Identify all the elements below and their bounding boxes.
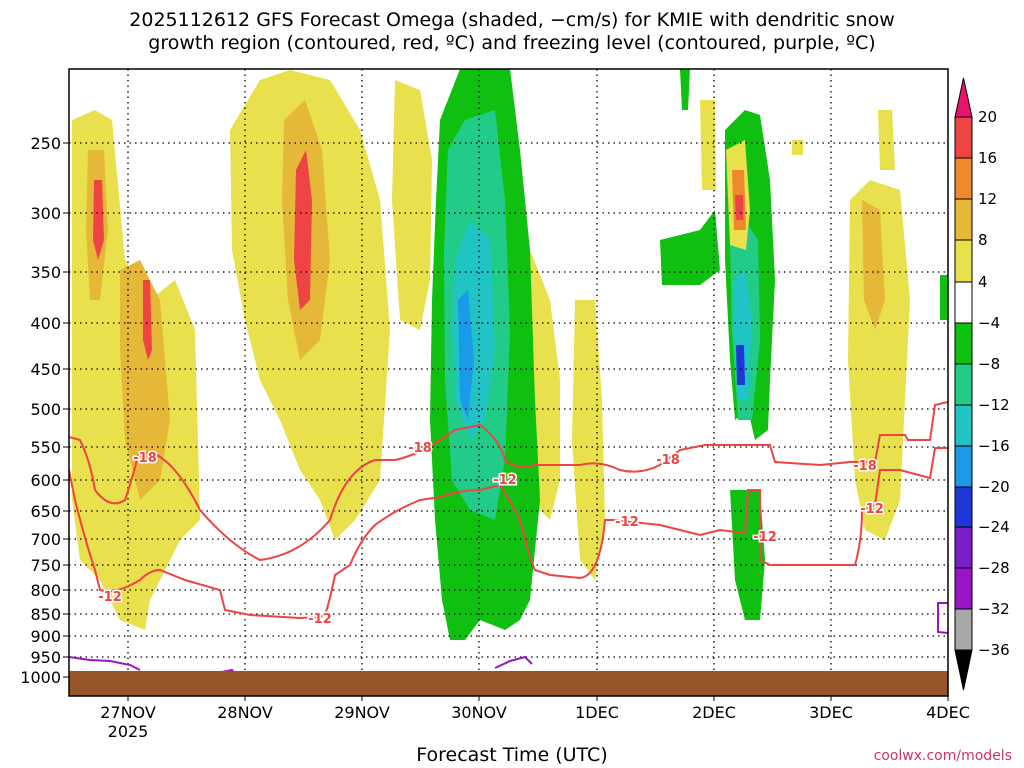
x-tick-label: 1DEC [575, 703, 619, 722]
x-tick-label: 3DEC [809, 703, 853, 722]
colorbar-tick-label: 4 [978, 273, 988, 291]
omega-shaded-region [458, 290, 474, 420]
grid-lines [69, 69, 948, 696]
x-tick-label: 30NOV [451, 703, 507, 722]
x-tick-year-label: 2025 [108, 722, 149, 741]
colorbar-tick-label: −24 [978, 518, 1010, 536]
contour-label: -12 [860, 502, 884, 517]
contour-label: -18 [853, 459, 877, 474]
x-axis-title: Forecast Time (UTC) [416, 744, 608, 766]
colorbar-swatch [954, 322, 973, 365]
colorbar-swatch [954, 486, 973, 528]
chart-title-line-1: 2025112612 GFS Forecast Omega (shaded, −… [129, 9, 895, 31]
omega-shaded-region [294, 150, 312, 310]
omega-shading [72, 69, 948, 640]
omega-shaded-region [680, 69, 690, 110]
contour-label: -18 [408, 441, 432, 456]
colorbar-swatch [954, 116, 973, 159]
colorbar: 20 16 12 8 4 −4 −8 −12 −16 −20 −24 −28 −32 −36 [954, 77, 1010, 691]
colorbar-tick-label: −36 [978, 641, 1010, 659]
x-tick-label: 29NOV [334, 703, 390, 722]
colorbar-swatch [954, 445, 973, 488]
colorbar-swatch [954, 404, 973, 447]
colorbar-swatch [954, 198, 973, 241]
omega-shaded-region [700, 100, 716, 190]
colorbar-tick-label: −28 [978, 559, 1010, 577]
y-tick-label: 800 [30, 581, 61, 600]
colorbar-tick-label: 16 [978, 149, 997, 167]
omega-shaded-region [878, 110, 895, 170]
contour-label: -18 [133, 451, 157, 466]
contour-label: -12 [615, 515, 639, 530]
dgz-contour-lower [69, 447, 948, 620]
contour-label: -12 [98, 590, 122, 605]
y-tick-label: 450 [30, 360, 61, 379]
colorbar-swatch [954, 281, 973, 324]
y-tick-label: 950 [30, 648, 61, 667]
colorbar-swatch [954, 239, 973, 283]
omega-shaded-region [735, 195, 743, 220]
y-tick-label: 650 [30, 502, 61, 521]
omega-shaded-region [120, 260, 170, 500]
y-tick-label: 600 [30, 471, 61, 490]
x-tick-label: 4DEC [926, 703, 970, 722]
omega-shaded-region [736, 345, 745, 385]
credit-link[interactable]: coolwx.com/models [873, 748, 1012, 764]
colorbar-tick-label: 20 [978, 108, 997, 126]
contour-label: -18 [656, 453, 680, 468]
y-tick-label: 400 [30, 314, 61, 333]
colorbar-tick-label: −4 [978, 314, 1000, 332]
contour-label: -12 [308, 612, 332, 627]
x-tick-label: 2DEC [692, 703, 736, 722]
y-tick-label: 300 [30, 204, 61, 223]
omega-shaded-region [862, 200, 885, 330]
freezing-level-contour [494, 655, 533, 669]
colorbar-tick-label: −16 [978, 437, 1010, 455]
colorbar-tick-label: 12 [978, 190, 997, 208]
omega-shaded-region [792, 140, 803, 155]
y-tick-label: 850 [30, 605, 61, 624]
colorbar-tick-label: 8 [978, 231, 988, 249]
contour-label: -12 [753, 530, 777, 545]
ground-fill [69, 671, 948, 696]
y-tick-label: 900 [30, 627, 61, 646]
colorbar-tick-label: −32 [978, 600, 1010, 618]
y-tick-label: 550 [30, 438, 61, 457]
omega-shaded-region [940, 275, 948, 320]
dgz-contour-upper [69, 401, 948, 562]
y-tick-label: 700 [30, 530, 61, 549]
freezing-level-contour [937, 602, 948, 634]
contour-label: -12 [493, 473, 517, 488]
colorbar-bottom-arrow [954, 649, 973, 691]
colorbar-swatch [954, 567, 973, 610]
plot-frame [68, 68, 949, 697]
omega-shaded-region [93, 180, 104, 260]
omega-shaded-region [392, 80, 432, 330]
colorbar-tick-label: −12 [978, 396, 1010, 414]
y-axis: 250 300 350 400 450 500 550 600 650 700 750 800 850 9… [20, 134, 69, 687]
x-axis: 27NOV 28NOV 29NOV 30NOV 1DEC 2DEC 3DEC 4DEC 2025 [100, 696, 970, 741]
colorbar-swatch [954, 157, 973, 200]
colorbar-tick-label: −20 [978, 478, 1010, 496]
contours: -18 -18 -18 -18 -12 -12 -12 -12 -12 -12 [69, 401, 948, 675]
chart-title-line-2: growth region (contoured, red, ºC) and f… [148, 32, 876, 54]
x-tick-label: 28NOV [217, 703, 273, 722]
omega-shaded-region [572, 300, 605, 580]
y-tick-label: 750 [30, 556, 61, 575]
freezing-level-contour [69, 656, 141, 671]
colorbar-tick-label: −8 [978, 355, 1000, 373]
omega-shaded-region [660, 210, 720, 285]
colorbar-swatch [954, 363, 973, 406]
colorbar-top-arrow [954, 77, 973, 118]
omega-shaded-region [730, 490, 765, 620]
y-tick-label: 1000 [20, 668, 61, 687]
y-tick-label: 350 [30, 263, 61, 282]
y-tick-label: 250 [30, 134, 61, 153]
colorbar-swatch [954, 608, 973, 651]
colorbar-swatch [954, 526, 973, 569]
x-tick-label: 27NOV [100, 703, 156, 722]
y-tick-label: 500 [30, 400, 61, 419]
omega-shaded-region [143, 280, 152, 360]
